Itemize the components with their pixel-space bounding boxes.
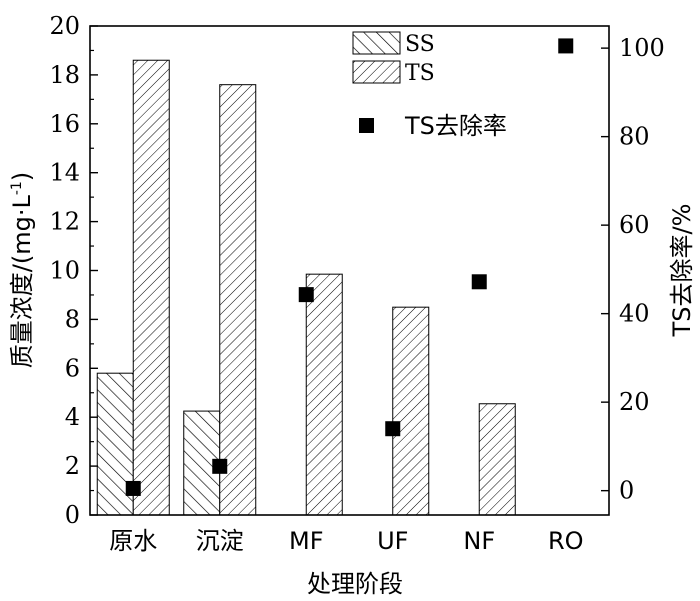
point-removal-0 (125, 480, 141, 496)
x-tick-label-4: NF (463, 527, 495, 555)
legend-label-removal: TS去除率 (404, 112, 507, 140)
x-axis-label: 处理阶段 (307, 570, 403, 598)
scatter-points (125, 38, 574, 496)
y-axis-label-left: 质量浓度/(mg·L-1) (8, 172, 36, 368)
right-tick-label-0: 0 (619, 477, 634, 505)
x-tick-label-3: UF (377, 527, 408, 555)
x-tick-label-2: MF (289, 527, 324, 555)
right-tick-label-2: 40 (619, 300, 650, 328)
left-tick-label-7: 14 (49, 159, 80, 187)
x-axis: 原水 沉淀 MF UF NF RO (109, 527, 583, 555)
left-axis: 0 2 4 6 8 10 12 14 16 18 20 (49, 12, 98, 529)
y-axis-label-right: TS去除率/% (668, 204, 696, 338)
left-tick-label-10: 20 (49, 12, 80, 40)
legend-marker-removal (359, 118, 374, 133)
left-tick-label-5: 10 (49, 257, 80, 285)
left-tick-label-9: 18 (49, 61, 80, 89)
right-tick-label-4: 80 (619, 123, 650, 151)
left-tick-label-2: 4 (65, 403, 80, 431)
legend-swatch-ss (352, 31, 401, 55)
bar-ts-4 (478, 403, 516, 516)
right-tick-label-1: 20 (619, 388, 650, 416)
right-tick-label-5: 100 (619, 34, 665, 62)
point-removal-3 (385, 421, 401, 437)
point-removal-2 (298, 287, 314, 303)
right-tick-label-3: 60 (619, 211, 650, 239)
right-axis: 0 20 40 60 80 100 (601, 34, 665, 505)
legend-label-ts: TS (405, 61, 435, 86)
legend: SS TS TS去除率 (352, 31, 507, 140)
point-removal-4 (471, 274, 487, 290)
point-removal-5 (558, 38, 574, 54)
x-tick-label-5: RO (548, 527, 584, 555)
legend-label-ss: SS (405, 32, 435, 57)
left-tick-label-1: 2 (65, 452, 80, 480)
left-tick-label-3: 6 (65, 354, 80, 382)
left-tick-label-0: 0 (65, 501, 80, 529)
x-tick-label-1: 沉淀 (196, 527, 244, 555)
bar-ts-1 (219, 84, 257, 516)
left-tick-label-6: 12 (49, 208, 80, 236)
x-tick-label-0: 原水 (109, 527, 157, 555)
left-tick-label-4: 8 (65, 305, 80, 333)
bar-ts-0 (132, 59, 170, 516)
bar-ts-2 (305, 273, 343, 516)
point-removal-1 (212, 458, 228, 474)
bar-ts-3 (392, 306, 430, 516)
legend-swatch-ts (352, 60, 401, 84)
left-tick-label-8: 16 (49, 110, 80, 138)
